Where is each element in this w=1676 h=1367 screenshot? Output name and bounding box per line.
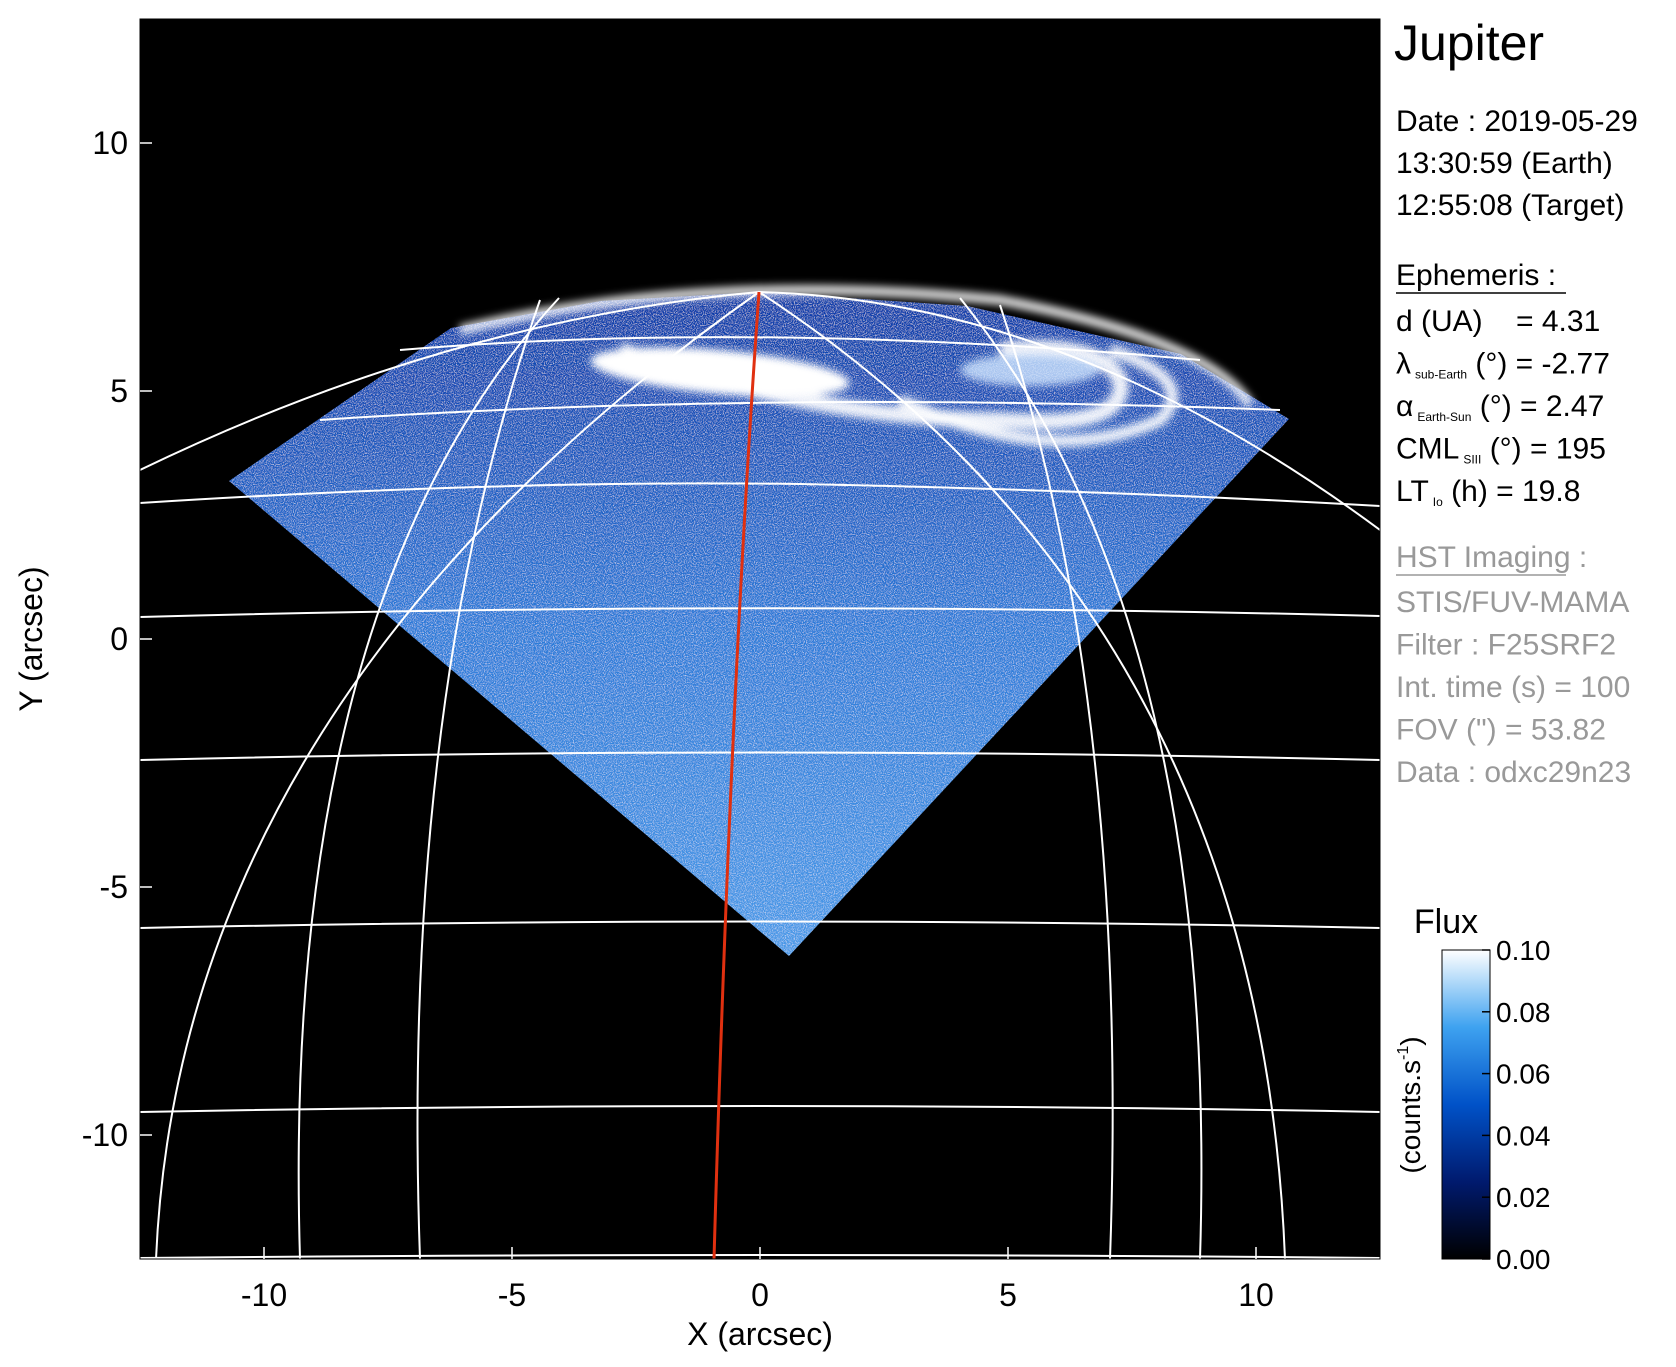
instrument-line: STIS/FUV-MAMA	[1396, 586, 1629, 619]
chart-title: Jupiter	[1394, 15, 1544, 71]
ephemeris-line: CML SIII (°) = 195	[1396, 433, 1606, 467]
ephemeris-rest: (°) = -2.77	[1467, 348, 1610, 381]
x-tick-label: 5	[999, 1277, 1017, 1313]
image	[140, 285, 1380, 1259]
colorbar-title: Flux	[1414, 903, 1478, 941]
ephemeris-line: d (UA) = 4.31	[1396, 305, 1600, 338]
colorbar-tick-label: 0.06	[1496, 1059, 1551, 1090]
instrument-line: FOV (") = 53.82	[1396, 714, 1606, 747]
date-line: Date : 2019-05-29	[1396, 105, 1638, 138]
unit-close: )	[1395, 1036, 1426, 1045]
ephemeris-rest: (h) = 19.8	[1443, 475, 1581, 508]
colorbar	[1441, 949, 1491, 1260]
ephemeris-rest: (°) = 2.47	[1471, 390, 1604, 423]
y-tick-label: 5	[110, 373, 128, 409]
ephemeris-line: LT Io (h) = 19.8	[1396, 475, 1580, 509]
x-axis-label: X (arcsec)	[687, 1316, 833, 1352]
ephemeris-sub: SIII	[1463, 453, 1481, 467]
colorbar-tick-label: 0.00	[1496, 1244, 1551, 1275]
y-tick-label: 10	[92, 125, 128, 161]
colorbar-tick-label: 0.08	[1496, 997, 1551, 1028]
section-title: HST Imaging :	[1396, 541, 1587, 574]
emission-region	[229, 292, 1289, 956]
unit-base: (counts.s	[1395, 1060, 1426, 1174]
section-title: Ephemeris :	[1396, 259, 1556, 292]
y-tick-label: -5	[100, 869, 128, 905]
y-tick-label: 0	[110, 621, 128, 657]
ephemeris-main: CML	[1396, 433, 1459, 466]
colorbar-tick-label: 0.10	[1496, 935, 1551, 966]
aurora	[458, 285, 1255, 447]
colorbar-tick-label: 0.02	[1496, 1182, 1551, 1213]
instrument-line: Int. time (s) = 100	[1396, 671, 1630, 704]
date-line: 12:55:08 (Target)	[1396, 189, 1624, 222]
x-tick-label: -10	[241, 1277, 287, 1313]
ephemeris-rest: (°) = 195	[1481, 433, 1606, 466]
colorbar-unit: (counts.s-1)	[1395, 1036, 1426, 1173]
ephemeris-line: α Earth-Sun (°) = 2.47	[1396, 390, 1604, 424]
central-meridian	[712, 291, 761, 1259]
ephemeris-sub: Earth-Sun	[1417, 410, 1471, 424]
ephemeris-sub: Io	[1433, 495, 1443, 509]
ephemeris-main: LT	[1396, 475, 1429, 508]
instrument-line: Data : odxc29n23	[1396, 756, 1631, 789]
unit-exp: -1	[1395, 1046, 1412, 1060]
date-line: 13:30:59 (Earth)	[1396, 147, 1613, 180]
ephemeris-main: λ	[1396, 348, 1411, 381]
ephemeris-line: λ sub-Earth (°) = -2.77	[1396, 348, 1610, 382]
lat-lon-grid	[140, 290, 1380, 1259]
instrument-line: Filter : F25SRF2	[1396, 629, 1616, 662]
x-tick-label: 0	[751, 1277, 769, 1313]
x-tick-label: -5	[498, 1277, 526, 1313]
colorbar-tick-label: 0.04	[1496, 1120, 1551, 1151]
ephemeris-sub: sub-Earth	[1415, 368, 1467, 382]
y-axis-label: Y (arcsec)	[13, 566, 49, 711]
y-tick-label: -10	[82, 1117, 128, 1153]
ephemeris-main: α	[1396, 390, 1413, 423]
x-tick-label: 10	[1238, 1277, 1274, 1313]
ephemeris-main: d (UA) = 4.31	[1396, 305, 1600, 338]
